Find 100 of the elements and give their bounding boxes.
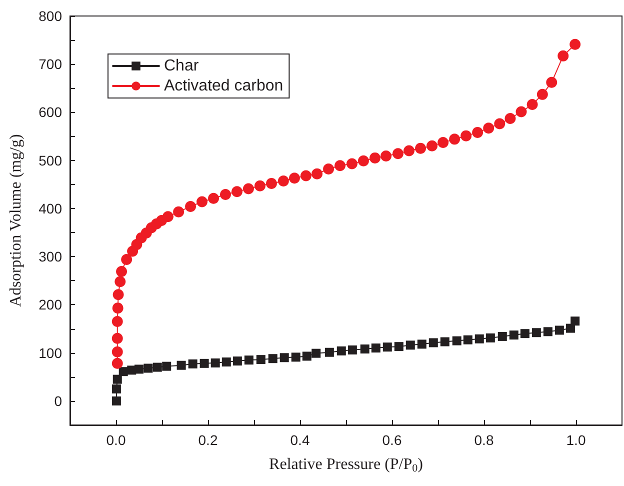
point [554,326,564,335]
point [570,316,580,326]
point [360,344,370,354]
point [112,384,121,394]
x-tick-label: 1.0 [566,432,586,448]
point [472,126,484,138]
point [406,340,415,350]
point [112,289,124,300]
point [371,344,380,353]
point [144,364,153,373]
point [266,178,277,189]
point [474,334,484,344]
point [121,254,132,265]
point [426,140,438,152]
point [498,332,507,341]
point [348,345,357,354]
point [558,50,569,62]
point [220,189,231,200]
point [112,374,122,384]
point [417,340,426,349]
point [440,337,450,346]
legend-label: Activated carbon [164,78,284,94]
point [546,76,558,88]
point [176,360,186,370]
point [291,352,300,362]
point [288,172,300,184]
y-tick-label: 0 [54,392,62,409]
point [380,150,392,162]
point [483,122,494,134]
point [112,302,124,314]
point [116,266,128,277]
point [134,364,144,374]
point [323,164,334,175]
x-tick-label: 0.8 [474,432,494,448]
x-tick-label: 0.0 [106,432,126,448]
point [196,196,208,208]
x-tick-label: 0.4 [290,432,310,448]
y-tick-label: 200 [38,296,62,313]
point [463,335,472,344]
y-tick-label: 100 [38,344,62,361]
point [278,176,289,187]
point [392,148,404,160]
y-tick-label: 500 [38,152,62,168]
point [494,118,506,130]
point [256,355,266,364]
point [336,346,346,356]
x-tick-label: 0.2 [198,432,218,448]
point [566,324,575,333]
point [112,332,123,344]
point [210,358,220,368]
point [302,352,312,361]
legend-label: Char [164,58,200,74]
point [486,333,495,342]
point [222,357,231,366]
point [231,186,242,198]
point [358,155,369,166]
point [394,342,404,352]
y-tick-label: 800 [38,8,62,24]
point [346,158,358,170]
y-tick-label: 400 [38,200,62,216]
y-tick-label: 600 [38,104,62,120]
point [312,348,321,358]
point [112,358,123,369]
point [382,342,392,352]
point [520,329,530,338]
point [162,362,172,371]
point [415,142,426,154]
point [369,152,380,164]
y-tick-label: 700 [38,56,62,72]
point [112,346,123,358]
point [268,354,278,364]
y-tick-label: 300 [38,248,62,265]
point [516,106,527,118]
point [543,327,552,336]
point [536,88,548,100]
point [334,160,346,172]
point [504,112,516,124]
point [509,330,518,340]
point [312,168,323,180]
point [112,316,123,328]
point [452,336,462,346]
y-axis-title: Adsorption Volume (mg/g) [8,134,24,307]
point [188,359,198,368]
point [208,192,220,204]
point [242,183,254,194]
point [173,206,184,218]
point [570,38,581,50]
point [438,137,449,148]
point [254,180,266,192]
point [532,328,541,338]
point [280,353,289,362]
point [300,170,312,182]
point [114,276,126,288]
point [526,99,538,110]
point [232,356,242,366]
point [404,145,415,156]
point [460,130,472,142]
point [449,134,460,145]
point [162,211,174,222]
x-tick-label: 0.6 [382,432,402,448]
